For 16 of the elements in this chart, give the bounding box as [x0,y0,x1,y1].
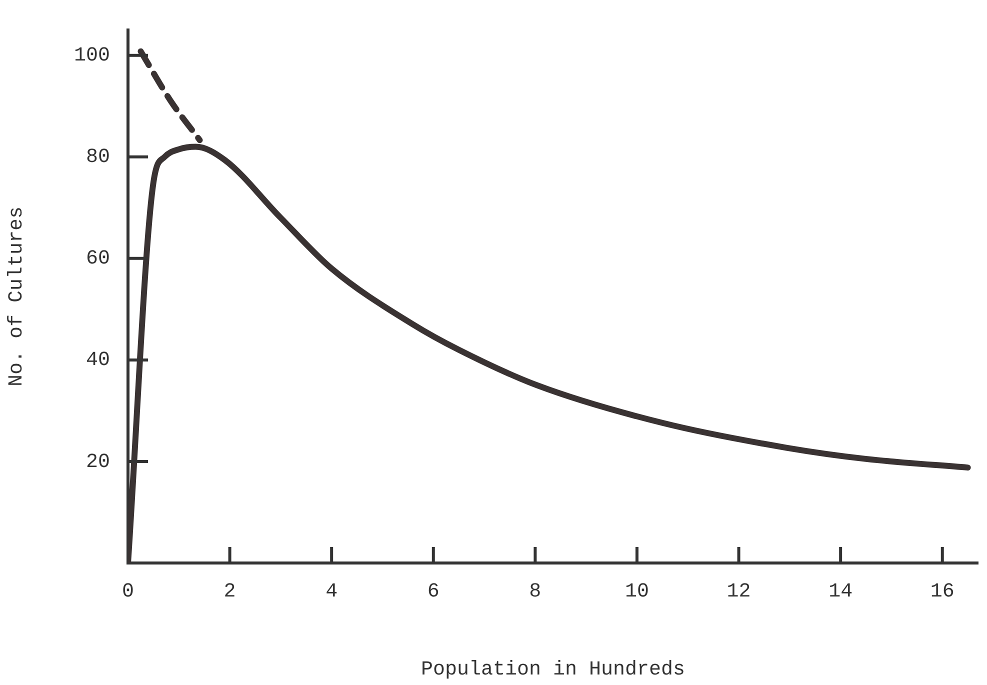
x-tick-label: 0 [122,580,134,604]
y-tick-label: 60 [86,248,110,271]
x-tick-label: 14 [828,580,853,604]
x-tick-label: 6 [427,580,440,604]
x-tick-label: 8 [529,580,542,604]
x-tick-label: 12 [726,580,751,604]
y-tick-label: 100 [74,44,110,68]
x-tick-label: 16 [930,580,954,604]
y-tick-label: 40 [86,349,110,372]
x-tick-label: 2 [224,580,236,604]
y-axis-title: No. of Cultures [5,206,28,387]
x-tick-label: 10 [624,580,649,604]
y-tick-label: 20 [86,450,110,474]
x-tick-label: 4 [326,580,338,604]
y-tick-label: 80 [86,146,110,170]
x-axis-title: Population in Hundreds [420,658,686,682]
